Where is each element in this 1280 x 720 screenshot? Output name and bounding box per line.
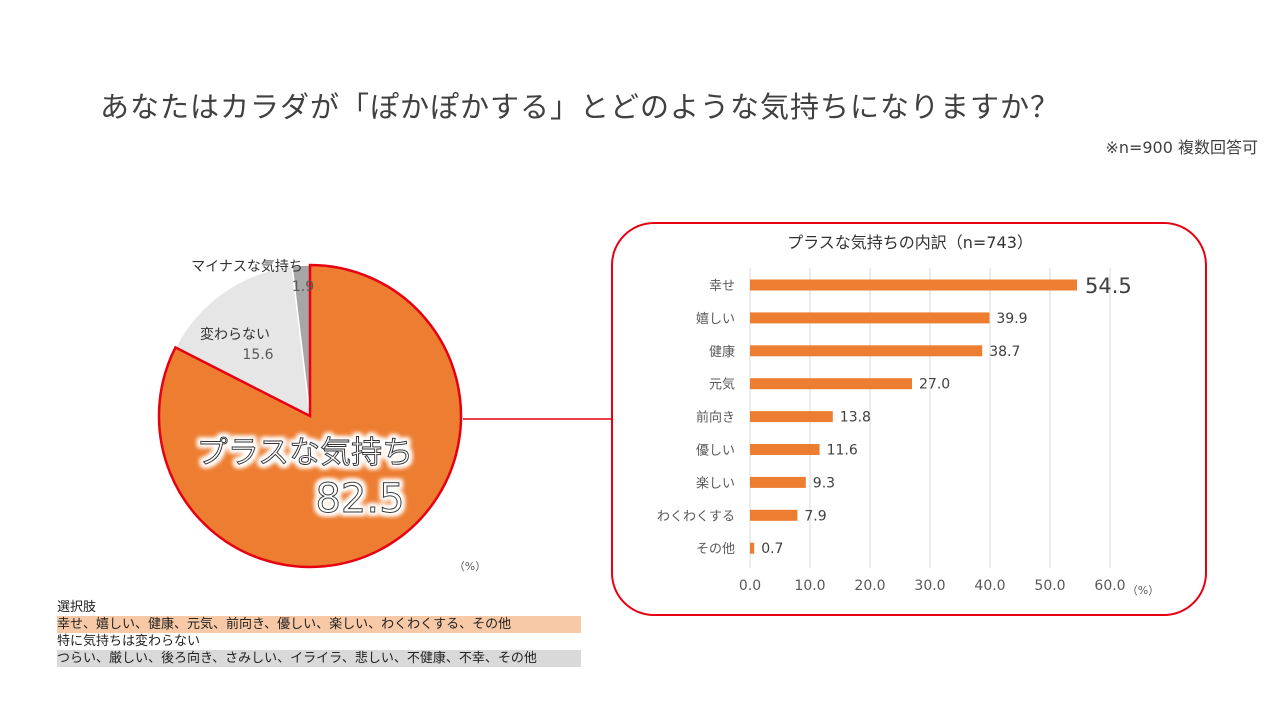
category-label: 優しい <box>696 444 735 459</box>
category-label: 嬉しい <box>696 312 735 327</box>
legend-area: 選択肢 幸せ、嬉しい、健康、元気、前向き、優しい、楽しい、わくわくする、その他 … <box>57 599 581 667</box>
pie-value-negative: 1.9 <box>292 279 314 295</box>
category-label: 楽しい <box>696 475 735 491</box>
legend-negative: つらい、厳しい、後ろ向き、さみしい、イライラ、悲しい、不健康、不幸、その他 <box>57 650 581 667</box>
bar <box>750 312 990 324</box>
pie-value-positive: 82.5 <box>315 476 404 522</box>
category-label: 健康 <box>709 344 735 360</box>
value-label: 9.3 <box>813 475 835 491</box>
bar <box>750 509 798 521</box>
bar <box>750 378 912 390</box>
x-tick-label: 20.0 <box>854 578 885 594</box>
legend-heading: 選択肢 <box>57 600 97 615</box>
legend-positive: 幸せ、嬉しい、健康、元気、前向き、優しい、楽しい、わくわくする、その他 <box>57 616 581 633</box>
pie-value-neutral: 15.6 <box>242 347 273 363</box>
bar <box>750 279 1077 291</box>
category-label: 前向き <box>696 410 735 426</box>
category-label: その他 <box>696 542 735 557</box>
x-axis-unit: （%） <box>1127 584 1159 597</box>
x-tick-label: 50.0 <box>1034 578 1065 594</box>
bar <box>750 476 806 488</box>
pie-chart <box>157 263 463 569</box>
value-label: 11.6 <box>827 443 858 459</box>
value-label: 39.9 <box>996 311 1027 327</box>
sample-note: ※n=900 複数回答可 <box>1105 138 1258 157</box>
pie-label-positive: プラスな気持ち <box>197 435 413 471</box>
bar-chart: 0.0 10.0 20.0 30.0 40.0 50.0 60.0 幸せ 54.5 嬉しい 39.9… <box>657 268 1132 594</box>
page-title: あなたはカラダが「ぽかぽかする」とどのような気持ちになりますか？ <box>100 90 1061 124</box>
value-label: 38.7 <box>989 344 1020 360</box>
x-tick-label: 60.0 <box>1094 578 1125 594</box>
x-tick-label: 40.0 <box>974 578 1005 594</box>
x-tick-label: 10.0 <box>794 578 825 594</box>
category-label: 幸せ <box>709 279 735 294</box>
pie-slice-neutral <box>174 265 311 418</box>
value-label: 54.5 <box>1085 274 1132 298</box>
category-label: 元気 <box>709 377 735 393</box>
bar <box>750 444 820 455</box>
bar <box>750 542 755 554</box>
value-label: 7.9 <box>804 508 826 524</box>
pie-label-neutral: 変わらない <box>200 326 270 343</box>
x-tick-label: 30.0 <box>914 578 945 594</box>
value-label: 27.0 <box>919 377 950 393</box>
legend-neutral: 特に気持ちは変わらない <box>57 634 201 649</box>
x-tick-label: 0.0 <box>739 578 761 594</box>
bar <box>750 345 983 357</box>
pie-label-negative: マイナスな気持ち <box>191 259 303 275</box>
bar <box>750 411 833 423</box>
pie-unit: （%） <box>454 560 486 573</box>
pie-slice-positive-outline <box>157 263 463 569</box>
category-label: わくわくする <box>657 509 735 524</box>
bar-chart-title: プラスな気持ちの内訳（n=743） <box>787 233 1033 252</box>
value-label: 13.8 <box>840 410 871 426</box>
value-label: 0.7 <box>761 541 783 557</box>
